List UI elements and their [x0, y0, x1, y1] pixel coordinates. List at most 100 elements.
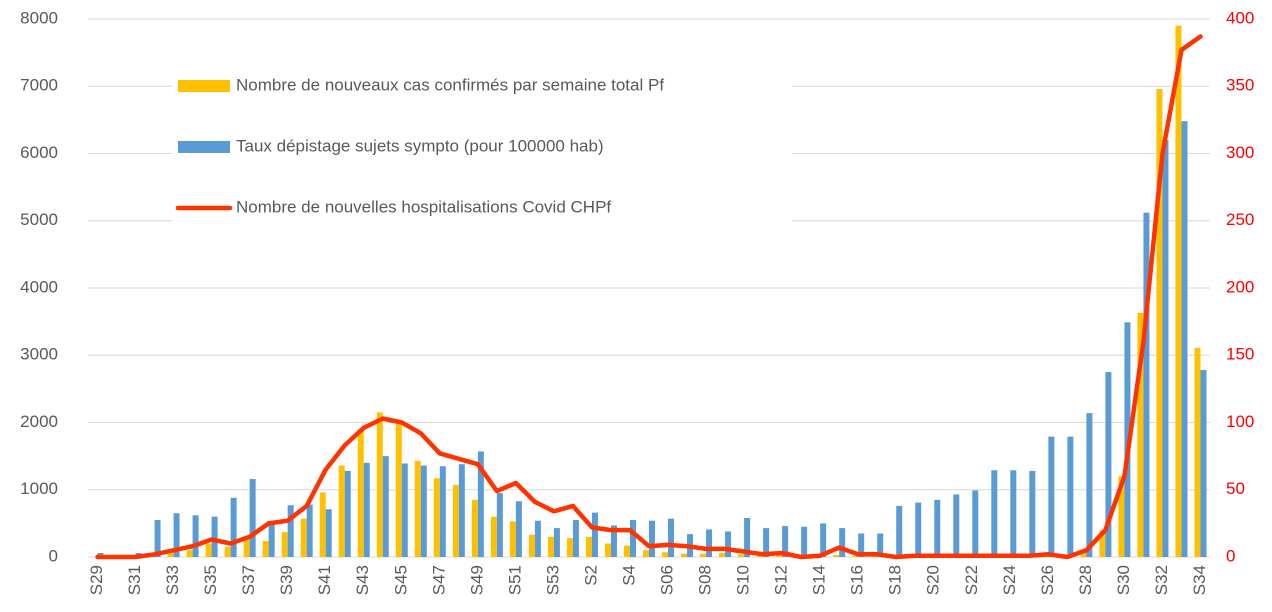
bar [1137, 312, 1144, 557]
legend-swatch [178, 80, 230, 92]
legend-bg [172, 194, 792, 222]
bar [972, 490, 979, 557]
x-tick-label: S30 [1114, 565, 1133, 595]
bar [167, 552, 174, 557]
x-tick-label: S34 [1190, 565, 1209, 595]
bar [249, 478, 256, 557]
bar [211, 516, 218, 557]
bar [224, 546, 231, 557]
x-tick-label: S41 [315, 565, 334, 595]
bar [452, 485, 459, 557]
bar [395, 422, 402, 557]
y2-tick-label: 300 [1226, 143, 1254, 162]
bar [566, 538, 573, 557]
bar [668, 518, 675, 557]
bar [896, 505, 903, 557]
bar [991, 470, 998, 557]
y2-tick-label: 250 [1226, 210, 1254, 229]
bar [871, 556, 878, 557]
bar [706, 529, 713, 557]
x-tick-label: S22 [962, 565, 981, 595]
x-tick-label: S18 [886, 565, 905, 595]
legend-label: Nombre de nouvelles hospitalisations Cov… [236, 197, 611, 216]
bar [782, 526, 789, 557]
bar [1010, 470, 1017, 557]
bar [662, 552, 669, 557]
line [95, 34, 1203, 560]
x-tick-label: S39 [277, 565, 296, 595]
y-tick-label: 7000 [20, 76, 58, 95]
bar [547, 536, 554, 557]
y2-tick-label: 50 [1226, 479, 1245, 498]
bar [1162, 140, 1169, 558]
y2-tick-label: 400 [1226, 8, 1254, 27]
bar [953, 494, 960, 557]
bar [877, 533, 884, 557]
bar [643, 550, 649, 557]
bar [534, 520, 541, 557]
bar [776, 554, 783, 557]
bar [300, 518, 307, 557]
y-tick-label: 3000 [20, 345, 58, 364]
x-tick-label: S45 [391, 565, 410, 595]
bar [281, 532, 288, 557]
x-tick-label: S49 [467, 565, 486, 595]
bar [154, 520, 161, 557]
bar [1143, 212, 1150, 557]
bar [230, 497, 237, 557]
bar [509, 521, 516, 557]
x-tick-label: S20 [924, 565, 943, 595]
y-tick-label: 5000 [20, 210, 58, 229]
y-tick-label: 2000 [20, 412, 58, 431]
y-tick-label: 1000 [20, 479, 58, 498]
bar [1029, 470, 1036, 557]
bar [1156, 88, 1163, 557]
x-tick-label: S33 [163, 565, 182, 595]
bar [934, 499, 941, 557]
bar [1181, 121, 1188, 557]
bar [471, 499, 478, 557]
bar [262, 540, 269, 557]
bar [1105, 372, 1112, 557]
x-tick-label: S53 [543, 565, 562, 595]
x-tick-label: S2 [581, 565, 600, 586]
bar [192, 515, 199, 557]
y-tick-label: 0 [49, 546, 58, 565]
bar [401, 463, 408, 557]
bar [319, 492, 326, 557]
bar [414, 460, 421, 557]
legend-bg [172, 72, 792, 100]
bar [376, 412, 383, 557]
x-tick-label: S08 [696, 565, 715, 595]
x-tick-label: S12 [772, 565, 791, 595]
bar [186, 550, 193, 557]
bar [839, 528, 846, 557]
bar [1118, 476, 1125, 557]
bar [306, 504, 313, 557]
legend-label: Nombre de nouveaux cas confirmés par sem… [236, 75, 664, 94]
bar [1194, 347, 1201, 557]
bar [610, 525, 617, 557]
bar [477, 451, 484, 557]
x-tick-label: S4 [619, 565, 638, 586]
x-tick-label: S47 [429, 565, 448, 595]
x-tick-label: S37 [239, 565, 258, 595]
bar [572, 520, 579, 557]
x-tick-label: S26 [1038, 565, 1057, 595]
bar [205, 543, 212, 557]
bar [420, 465, 427, 557]
y2-tick-label: 0 [1226, 546, 1235, 565]
bar [173, 513, 180, 557]
bar [528, 534, 535, 557]
bar [725, 531, 732, 557]
bar [623, 545, 630, 557]
x-tick-label: S43 [353, 565, 372, 595]
bar [496, 493, 503, 557]
y-tick-label: 8000 [20, 8, 58, 27]
x-tick-label: S32 [1152, 565, 1171, 595]
bar [458, 464, 465, 557]
bar [433, 478, 440, 557]
bar [852, 555, 859, 557]
bar [738, 554, 745, 557]
bar [357, 429, 364, 557]
